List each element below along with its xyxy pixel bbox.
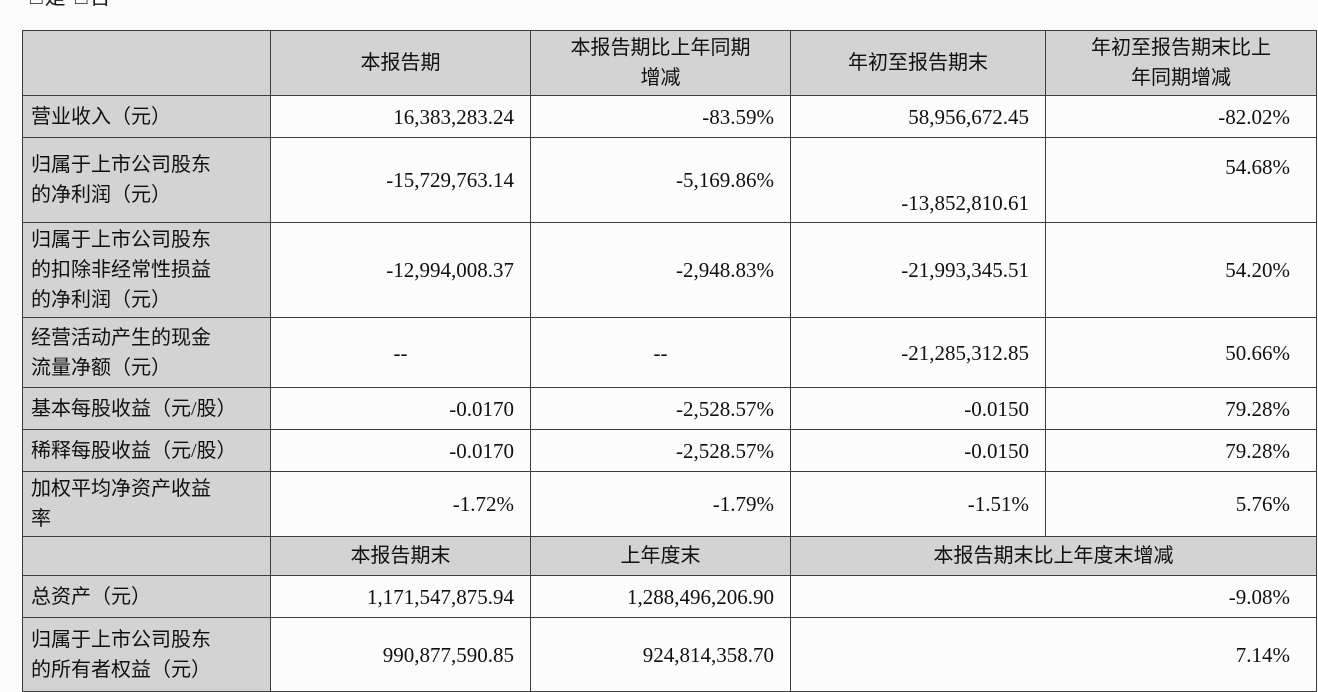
value-ytd: -13,852,810.61 xyxy=(790,137,1046,223)
row-label: 总资产（元） xyxy=(22,575,271,618)
header-cell-current-end: 本报告期末 xyxy=(270,536,531,576)
header-row-period: 本报告期 本报告期比上年同期 增减 年初至报告期末 年初至报告期末比上 年同期增… xyxy=(22,30,1317,96)
header-cell-current-period: 本报告期 xyxy=(270,30,531,96)
header-row-period-end: 本报告期末 上年度末 本报告期末比上年度末增减 xyxy=(22,536,1317,576)
header-cell-ytd-yoy-change: 年初至报告期末比上 年同期增减 xyxy=(1045,30,1317,96)
row-diluted-eps: 稀释每股收益（元/股） -0.0170 -2,528.57% -0.0150 7… xyxy=(22,429,1317,472)
row-label: 基本每股收益（元/股） xyxy=(22,387,271,430)
row-net-profit-excl-nonrecurring: 归属于上市公司股东 的扣除非经常性损益 的净利润（元） -12,994,008.… xyxy=(22,222,1317,318)
header-cell-prior-year-end: 上年度末 xyxy=(530,536,791,576)
clipped-yes-no-text: □是 □否 xyxy=(30,0,250,9)
value-ytd-yoy-change: 54.68% xyxy=(1045,137,1317,223)
value-yoy-change: -2,528.57% xyxy=(530,429,791,472)
value-end-change: 7.14% xyxy=(790,617,1317,692)
clipped-yes-no-checkboxes: □是 □否 xyxy=(30,0,250,10)
row-label: 归属于上市公司股东 的扣除非经常性损益 的净利润（元） xyxy=(22,222,271,318)
value-ytd: -1.51% xyxy=(790,471,1046,537)
row-label: 经营活动产生的现金 流量净额（元） xyxy=(22,317,271,388)
value-prior-year-end: 924,814,358.70 xyxy=(530,617,791,692)
value-ytd: 58,956,672.45 xyxy=(790,95,1046,138)
row-total-assets: 总资产（元） 1,171,547,875.94 1,288,496,206.90… xyxy=(22,575,1317,618)
value-current-end: 990,877,590.85 xyxy=(270,617,531,692)
row-label: 归属于上市公司股东 的所有者权益（元） xyxy=(22,617,271,692)
row-weighted-avg-roe: 加权平均净资产收益 率 -1.72% -1.79% -1.51% 5.76% xyxy=(22,471,1317,537)
value-ytd: -21,993,345.51 xyxy=(790,222,1046,318)
row-label: 加权平均净资产收益 率 xyxy=(22,471,271,537)
row-operating-revenue: 营业收入（元） 16,383,283.24 -83.59% 58,956,672… xyxy=(22,95,1317,138)
value-ytd-yoy-change: -82.02% xyxy=(1045,95,1317,138)
value-prior-year-end: 1,288,496,206.90 xyxy=(530,575,791,618)
row-owners-equity: 归属于上市公司股东 的所有者权益（元） 990,877,590.85 924,8… xyxy=(22,617,1317,692)
header-cell-blank xyxy=(22,536,271,576)
value-ytd-yoy-change: 54.20% xyxy=(1045,222,1317,318)
value-current: -0.0170 xyxy=(270,387,531,430)
value-yoy-change: -83.59% xyxy=(530,95,791,138)
row-label: 营业收入（元） xyxy=(22,95,271,138)
value-ytd: -0.0150 xyxy=(790,387,1046,430)
value-yoy-change: -5,169.86% xyxy=(530,137,791,223)
header-cell-end-change: 本报告期末比上年度末增减 xyxy=(790,536,1317,576)
row-label: 稀释每股收益（元/股） xyxy=(22,429,271,472)
value-ytd: -21,285,312.85 xyxy=(790,317,1046,388)
value-current: -15,729,763.14 xyxy=(270,137,531,223)
value-current: -- xyxy=(270,317,531,388)
row-operating-cash-flow: 经营活动产生的现金 流量净额（元） -- -- -21,285,312.85 5… xyxy=(22,317,1317,388)
value-yoy-change: -- xyxy=(530,317,791,388)
value-ytd: -0.0150 xyxy=(790,429,1046,472)
key-financials-table: 本报告期 本报告期比上年同期 增减 年初至报告期末 年初至报告期末比上 年同期增… xyxy=(22,30,1317,692)
row-net-profit-attributable: 归属于上市公司股东 的净利润（元） -15,729,763.14 -5,169.… xyxy=(22,137,1317,223)
value-end-change: -9.08% xyxy=(790,575,1317,618)
value-ytd-yoy-change: 5.76% xyxy=(1045,471,1317,537)
value-yoy-change: -2,948.83% xyxy=(530,222,791,318)
header-cell-ytd: 年初至报告期末 xyxy=(790,30,1046,96)
value-ytd-yoy-change: 79.28% xyxy=(1045,387,1317,430)
value-ytd-yoy-change: 79.28% xyxy=(1045,429,1317,472)
value-yoy-change: -2,528.57% xyxy=(530,387,791,430)
header-cell-yoy-change: 本报告期比上年同期 增减 xyxy=(530,30,791,96)
value-yoy-change: -1.79% xyxy=(530,471,791,537)
row-label: 归属于上市公司股东 的净利润（元） xyxy=(22,137,271,223)
value-current: -12,994,008.37 xyxy=(270,222,531,318)
value-ytd-yoy-change: 50.66% xyxy=(1045,317,1317,388)
header-cell-blank xyxy=(22,30,271,96)
row-basic-eps: 基本每股收益（元/股） -0.0170 -2,528.57% -0.0150 7… xyxy=(22,387,1317,430)
value-current: -0.0170 xyxy=(270,429,531,472)
value-current: 16,383,283.24 xyxy=(270,95,531,138)
value-current: -1.72% xyxy=(270,471,531,537)
value-current-end: 1,171,547,875.94 xyxy=(270,575,531,618)
